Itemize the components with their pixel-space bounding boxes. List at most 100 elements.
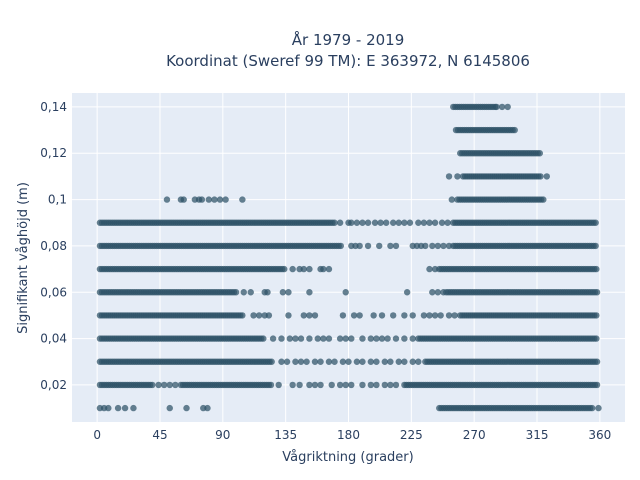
data-point: [593, 265, 600, 273]
data-point: [356, 312, 363, 319]
data-point: [451, 312, 458, 319]
data-point: [392, 242, 400, 250]
data-point: [384, 335, 391, 342]
data-point: [292, 335, 299, 342]
data-point: [348, 219, 355, 226]
data-point: [493, 103, 500, 111]
x-axis-ticks: 0 45 90 135 180 225 270 315 360: [93, 428, 611, 442]
data-point: [306, 265, 313, 273]
chart-title-line2: Koordinat (Sweref 99 TM): E 363972, N 61…: [166, 52, 530, 70]
data-point: [381, 358, 389, 365]
data-point: [283, 358, 291, 365]
data-point: [401, 358, 408, 365]
data-point: [540, 196, 547, 203]
data-point: [434, 242, 442, 250]
data-point: [401, 312, 408, 319]
data-point: [392, 381, 400, 389]
data-point: [359, 381, 366, 389]
data-point: [434, 289, 442, 296]
data-point: [454, 173, 461, 180]
data-point: [387, 381, 394, 389]
data-point: [303, 358, 310, 365]
data-point: [342, 335, 349, 342]
data-point: [297, 335, 305, 342]
data-point: [592, 242, 599, 250]
data-point: [306, 312, 313, 319]
data-point: [311, 381, 319, 389]
data-point: [279, 289, 287, 296]
data-point: [216, 196, 224, 203]
data-point: [300, 312, 308, 319]
data-point: [348, 335, 355, 342]
data-point: [588, 404, 596, 412]
data-point: [311, 312, 319, 319]
data-point: [336, 381, 344, 389]
data-point: [409, 312, 416, 319]
data-point: [269, 335, 277, 342]
data-point: [130, 404, 137, 412]
data-point: [121, 404, 129, 412]
data-point: [222, 196, 229, 203]
x-tick-label: 45: [152, 428, 167, 442]
data-point: [105, 404, 112, 412]
data-point: [437, 312, 444, 319]
data-point: [373, 381, 380, 389]
data-point: [339, 312, 347, 319]
data-point: [350, 312, 358, 319]
data-point: [373, 335, 380, 342]
y-tick-label: 0,04: [40, 332, 67, 346]
x-tick-label: 315: [526, 428, 549, 442]
data-point: [331, 219, 338, 226]
y-tick-label: 0,08: [40, 239, 67, 253]
data-point: [320, 265, 327, 273]
data-point: [426, 312, 433, 319]
data-point: [348, 381, 355, 389]
x-axis-label: Vågriktning (grader): [282, 450, 413, 465]
data-point: [395, 219, 402, 226]
data-point: [383, 219, 390, 226]
data-point: [331, 358, 338, 365]
data-point: [415, 219, 422, 226]
data-point: [204, 404, 211, 412]
data-point: [376, 242, 383, 250]
data-point: [339, 358, 347, 365]
data-point: [392, 335, 400, 342]
data-point: [445, 312, 453, 319]
data-point: [240, 289, 247, 296]
data-point: [359, 358, 366, 365]
y-tick-label: 0,14: [40, 100, 67, 114]
data-point: [406, 219, 414, 226]
data-point: [438, 219, 446, 226]
data-point: [364, 219, 372, 226]
data-point: [448, 196, 456, 203]
data-point: [267, 381, 275, 389]
data-point: [593, 335, 600, 342]
data-point: [306, 335, 313, 342]
data-point: [285, 289, 292, 296]
data-point: [166, 381, 173, 389]
data-point: [198, 196, 206, 203]
data-point: [292, 358, 299, 365]
data-point: [289, 381, 296, 389]
data-point: [264, 289, 271, 296]
data-point: [403, 289, 411, 296]
data-point: [260, 335, 267, 342]
data-point: [353, 219, 361, 226]
data-point: [247, 289, 254, 296]
x-tick-label: 0: [93, 428, 101, 442]
data-point: [593, 381, 601, 389]
data-point: [381, 381, 389, 389]
data-point: [345, 358, 352, 365]
data-point: [300, 265, 308, 273]
data-point: [336, 335, 344, 342]
data-point: [367, 358, 375, 365]
data-point: [422, 242, 429, 250]
data-point: [511, 126, 518, 134]
data-point: [429, 289, 436, 296]
data-point: [440, 289, 447, 296]
data-point: [387, 358, 394, 365]
data-point: [155, 381, 162, 389]
data-point: [336, 219, 344, 226]
data-point: [370, 312, 377, 319]
data-point: [429, 242, 436, 250]
